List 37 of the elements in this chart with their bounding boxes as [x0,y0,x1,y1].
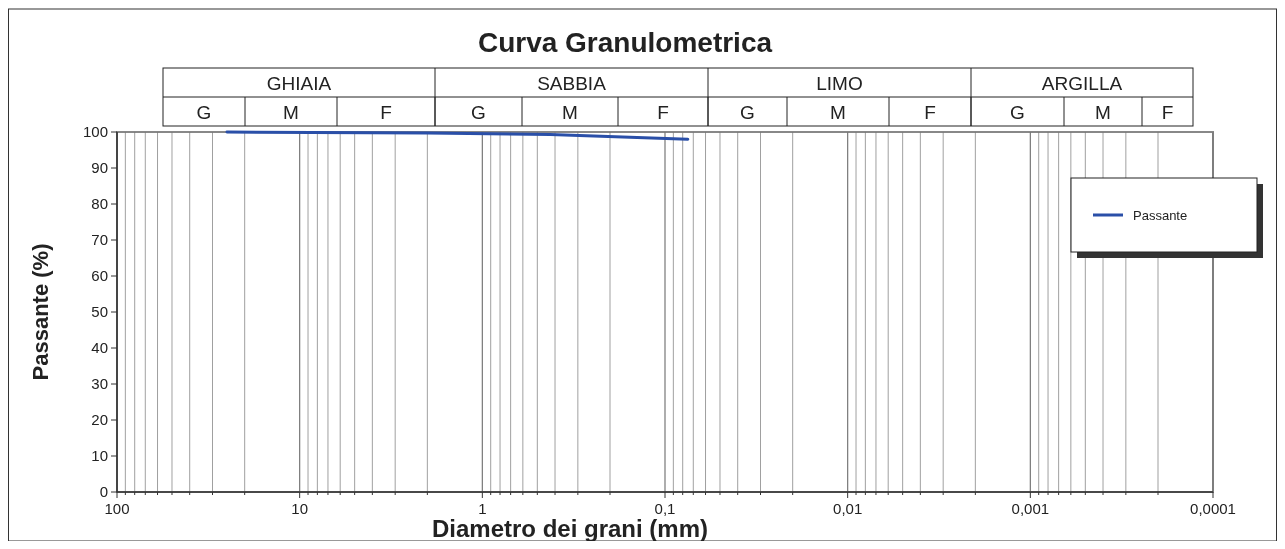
y-tick-label: 50 [91,303,108,321]
text: M [830,102,846,123]
text: F [380,102,392,123]
x-tick-label: 0,0001 [1190,500,1236,517]
text: G [196,102,212,123]
x-tick-label: 1 [478,500,487,517]
text: SABBIA [537,73,607,94]
legend-label: Passante [1133,207,1188,223]
text: GHIAIA [266,73,332,94]
text: M [1095,102,1111,123]
y-tick-label: 0 [99,483,108,501]
y-tick-label: 30 [91,375,108,393]
y-axis-title: Passante (%) [28,243,53,381]
y-tick-label: 40 [91,339,108,357]
text: G [471,102,486,123]
y-tick-label: 90 [91,159,108,177]
text: G [740,102,755,123]
x-tick-label: 0,01 [833,500,863,517]
y-tick-label: 10 [91,447,108,465]
text: G [1010,102,1025,123]
text: F [657,102,669,123]
text: F [924,102,936,123]
text: LIMO [816,73,863,94]
y-tick-label: 60 [91,267,108,285]
x-tick-label: 10 [291,500,309,517]
y-tick-label: 100 [82,123,108,141]
x-tick-label: 100 [104,500,130,517]
text: M [283,102,299,123]
x-tick-label: 0,001 [1011,500,1050,517]
chart-title: Curva Granulometrica [477,27,773,58]
text: ARGILLA [1041,73,1123,94]
y-tick-label: 80 [91,195,108,213]
text: M [562,102,578,123]
y-tick-label: 70 [91,231,108,249]
text: F [1161,102,1174,123]
y-tick-label: 20 [91,411,108,429]
x-tick-label: 0,1 [654,500,676,517]
